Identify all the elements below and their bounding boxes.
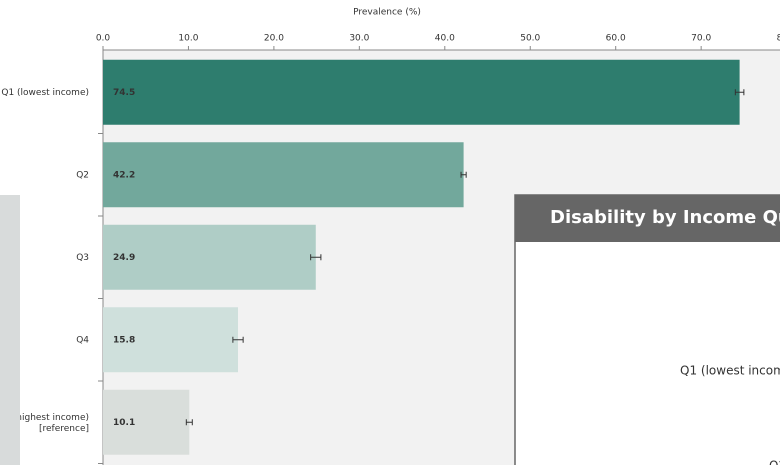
y-tick-label: Q1 (lowest income) (1, 88, 89, 98)
x-axis-label: Prevalence (%) (353, 8, 421, 18)
x-tick-label: 20.0 (264, 34, 284, 44)
y-tick-label: Q3 (76, 253, 89, 263)
bar (103, 224, 316, 290)
bar (103, 307, 239, 373)
error-bar (734, 89, 745, 96)
bar (103, 142, 464, 208)
value-label: 24.9 (113, 253, 135, 263)
x-tick-label: 30.0 (349, 34, 369, 44)
overlay-header (515, 195, 780, 242)
value-label: 15.8 (113, 335, 135, 345)
x-tick-label: 80.0 (777, 34, 780, 44)
x-tick-label: 50.0 (520, 34, 540, 44)
bar (103, 59, 740, 125)
x-tick-label: 60.0 (606, 34, 626, 44)
y-tick-label: Q5 (highest income) (0, 413, 89, 423)
error-bar (185, 419, 193, 426)
error-bar (232, 336, 244, 343)
error-bar (310, 254, 322, 261)
x-tick-label: 40.0 (435, 34, 455, 44)
y-tick-label: Q4 (76, 335, 89, 345)
x-tick-label: 10.0 (178, 34, 198, 44)
x-tick-label: 0.0 (96, 34, 111, 44)
side-panel (0, 195, 20, 465)
overlay-label: Q2 (769, 459, 780, 465)
error-bar (460, 171, 467, 178)
x-tick-label: 70.0 (691, 34, 711, 44)
y-tick-note: [reference] (39, 424, 89, 434)
value-label: 42.2 (113, 170, 135, 180)
overlay-title: Disability by Income Quintile (550, 207, 780, 228)
overlay-label: Q1 (lowest income) (680, 364, 780, 378)
y-tick-label: Q2 (76, 170, 89, 180)
value-label: 74.5 (113, 88, 135, 98)
value-label: 10.1 (113, 418, 135, 428)
bar (103, 389, 190, 455)
